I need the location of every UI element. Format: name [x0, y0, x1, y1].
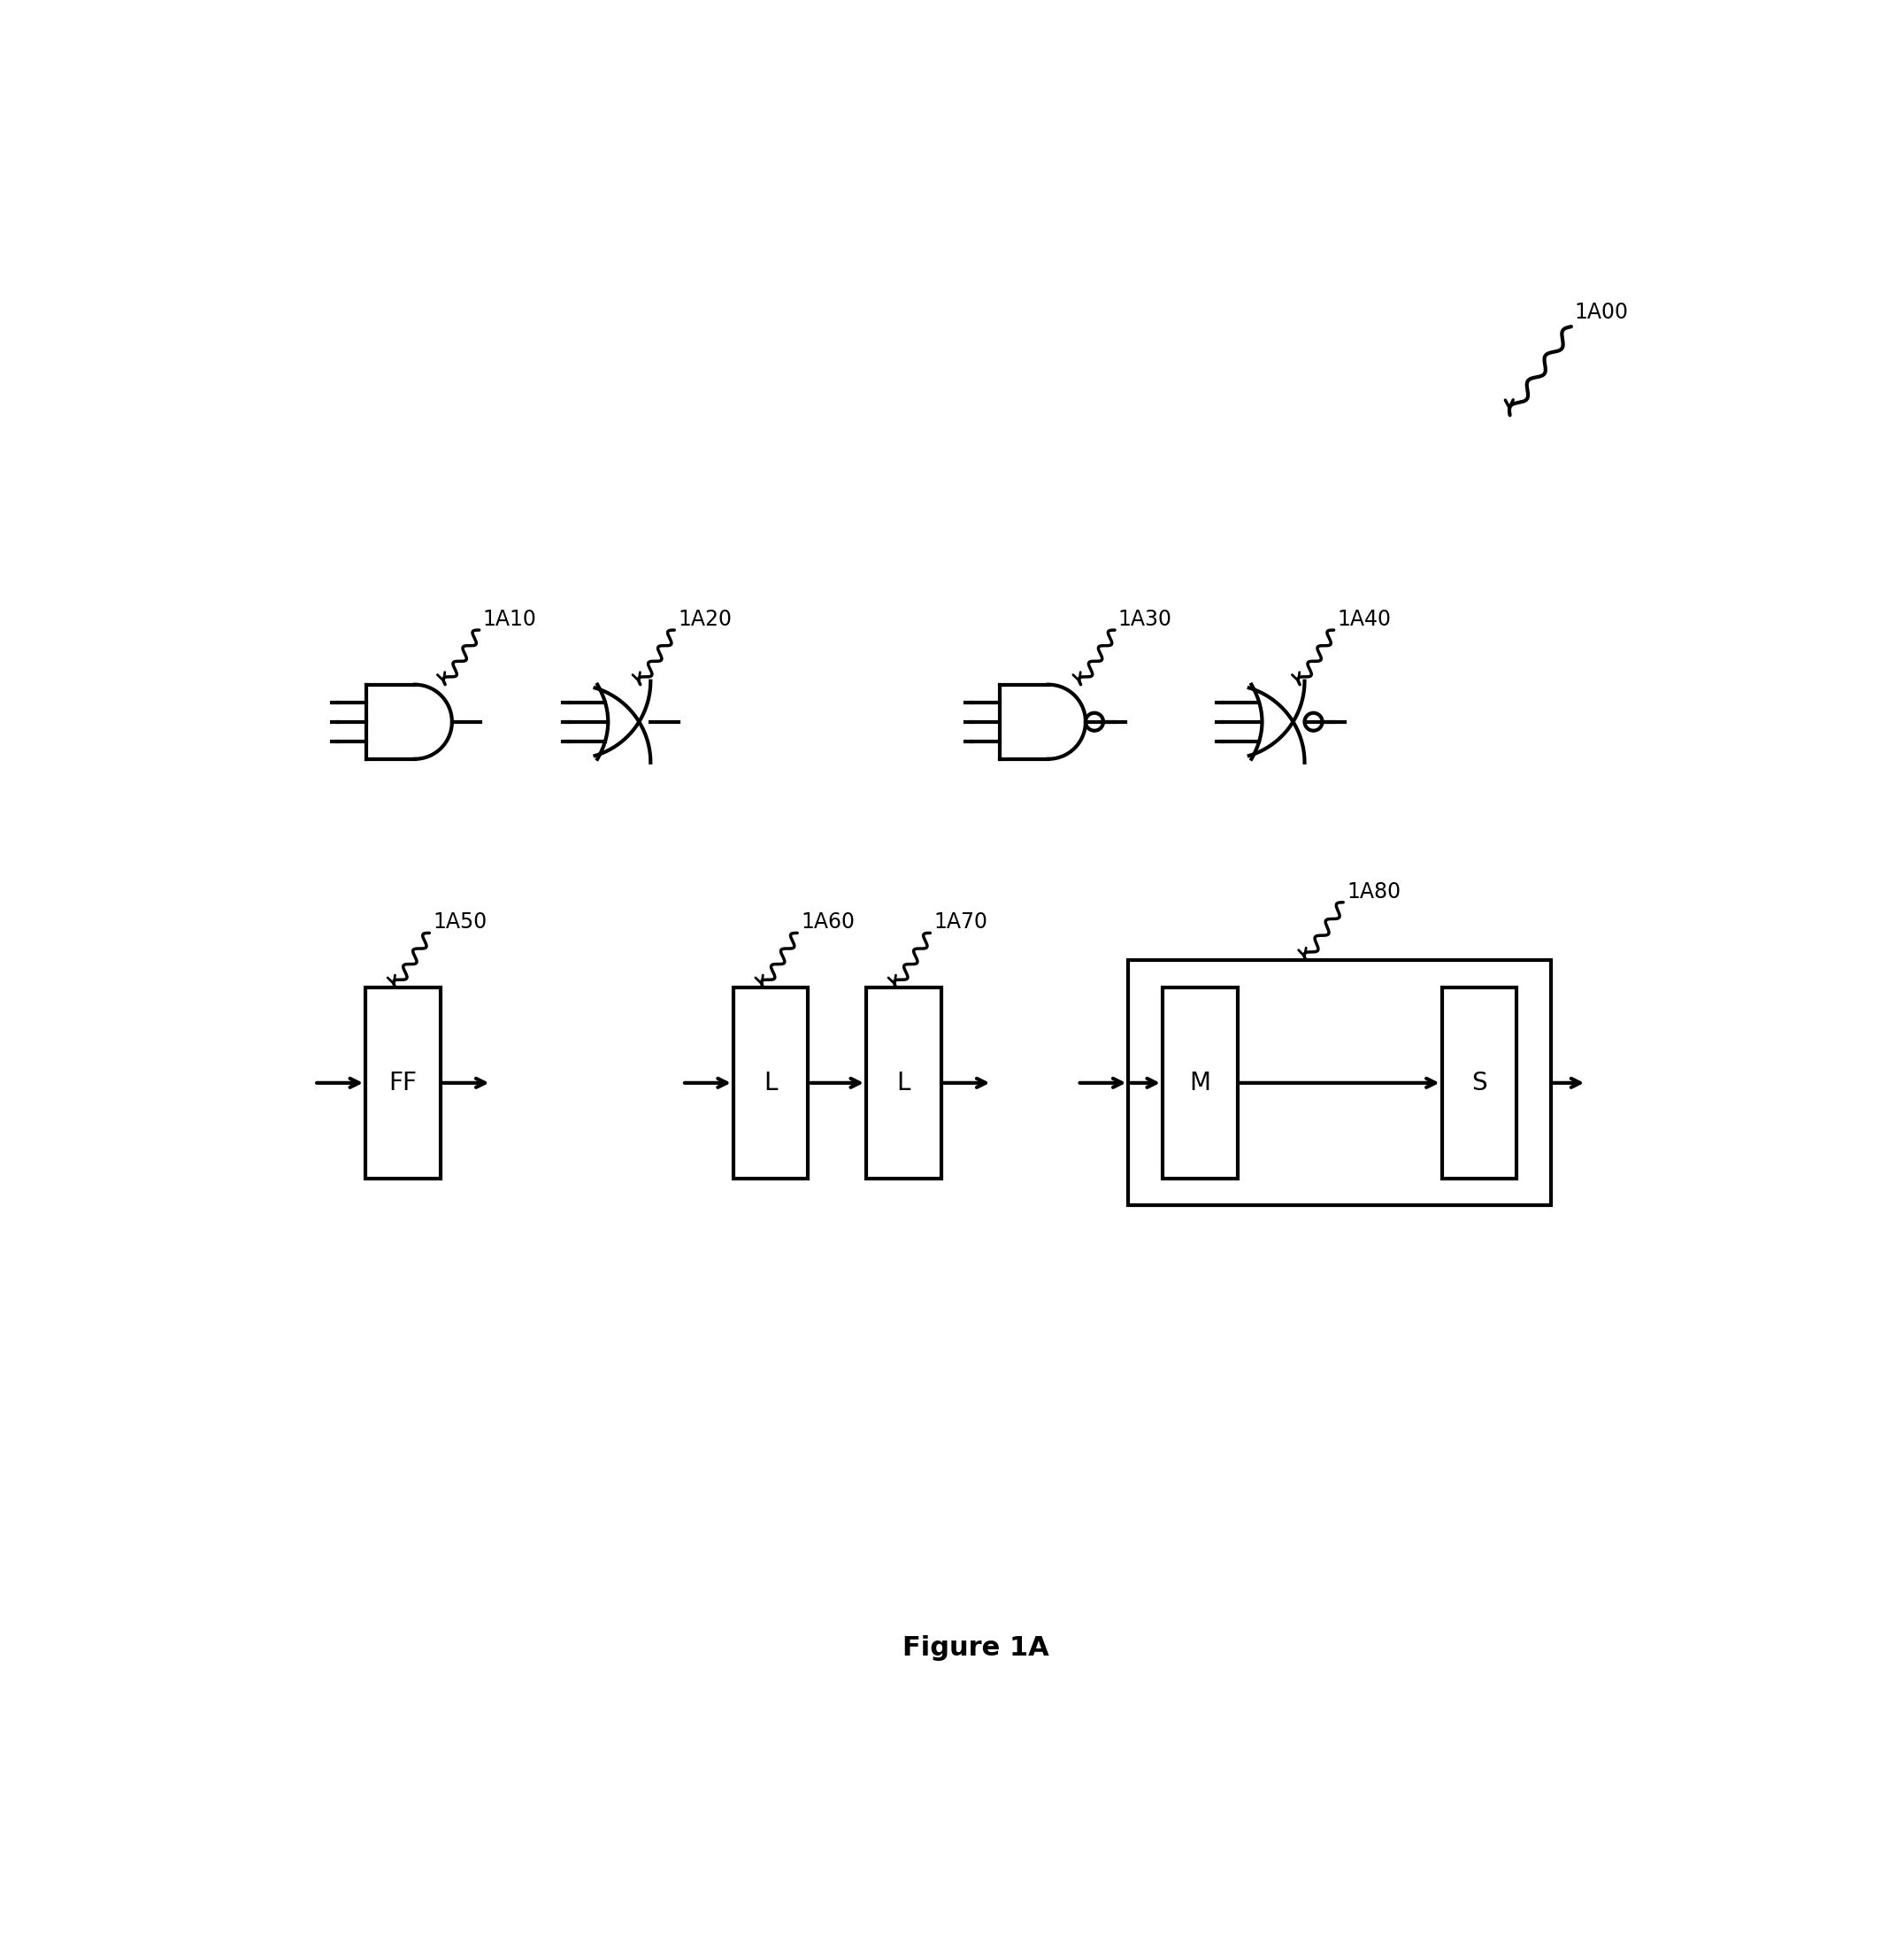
- Text: S: S: [1472, 1071, 1487, 1094]
- Bar: [733, 988, 807, 1178]
- Bar: [1163, 988, 1238, 1178]
- Text: 1A70: 1A70: [933, 912, 988, 933]
- Text: 1A40: 1A40: [1337, 608, 1392, 630]
- Bar: [1441, 988, 1517, 1178]
- Text: 1A10: 1A10: [482, 608, 537, 630]
- Text: 1A00: 1A00: [1575, 301, 1628, 323]
- Text: 1A50: 1A50: [432, 912, 487, 933]
- Bar: [866, 988, 941, 1178]
- Text: Figure 1A: Figure 1A: [902, 1635, 1049, 1662]
- Text: 1A20: 1A20: [678, 608, 731, 630]
- Text: 1A60: 1A60: [802, 912, 855, 933]
- Bar: [366, 988, 440, 1178]
- Text: FF: FF: [388, 1071, 417, 1094]
- Text: M: M: [1190, 1071, 1211, 1094]
- Text: L: L: [764, 1071, 777, 1094]
- Text: 1A30: 1A30: [1118, 608, 1173, 630]
- Bar: [1129, 960, 1550, 1205]
- Text: 1A80: 1A80: [1346, 881, 1401, 902]
- Text: L: L: [897, 1071, 910, 1094]
